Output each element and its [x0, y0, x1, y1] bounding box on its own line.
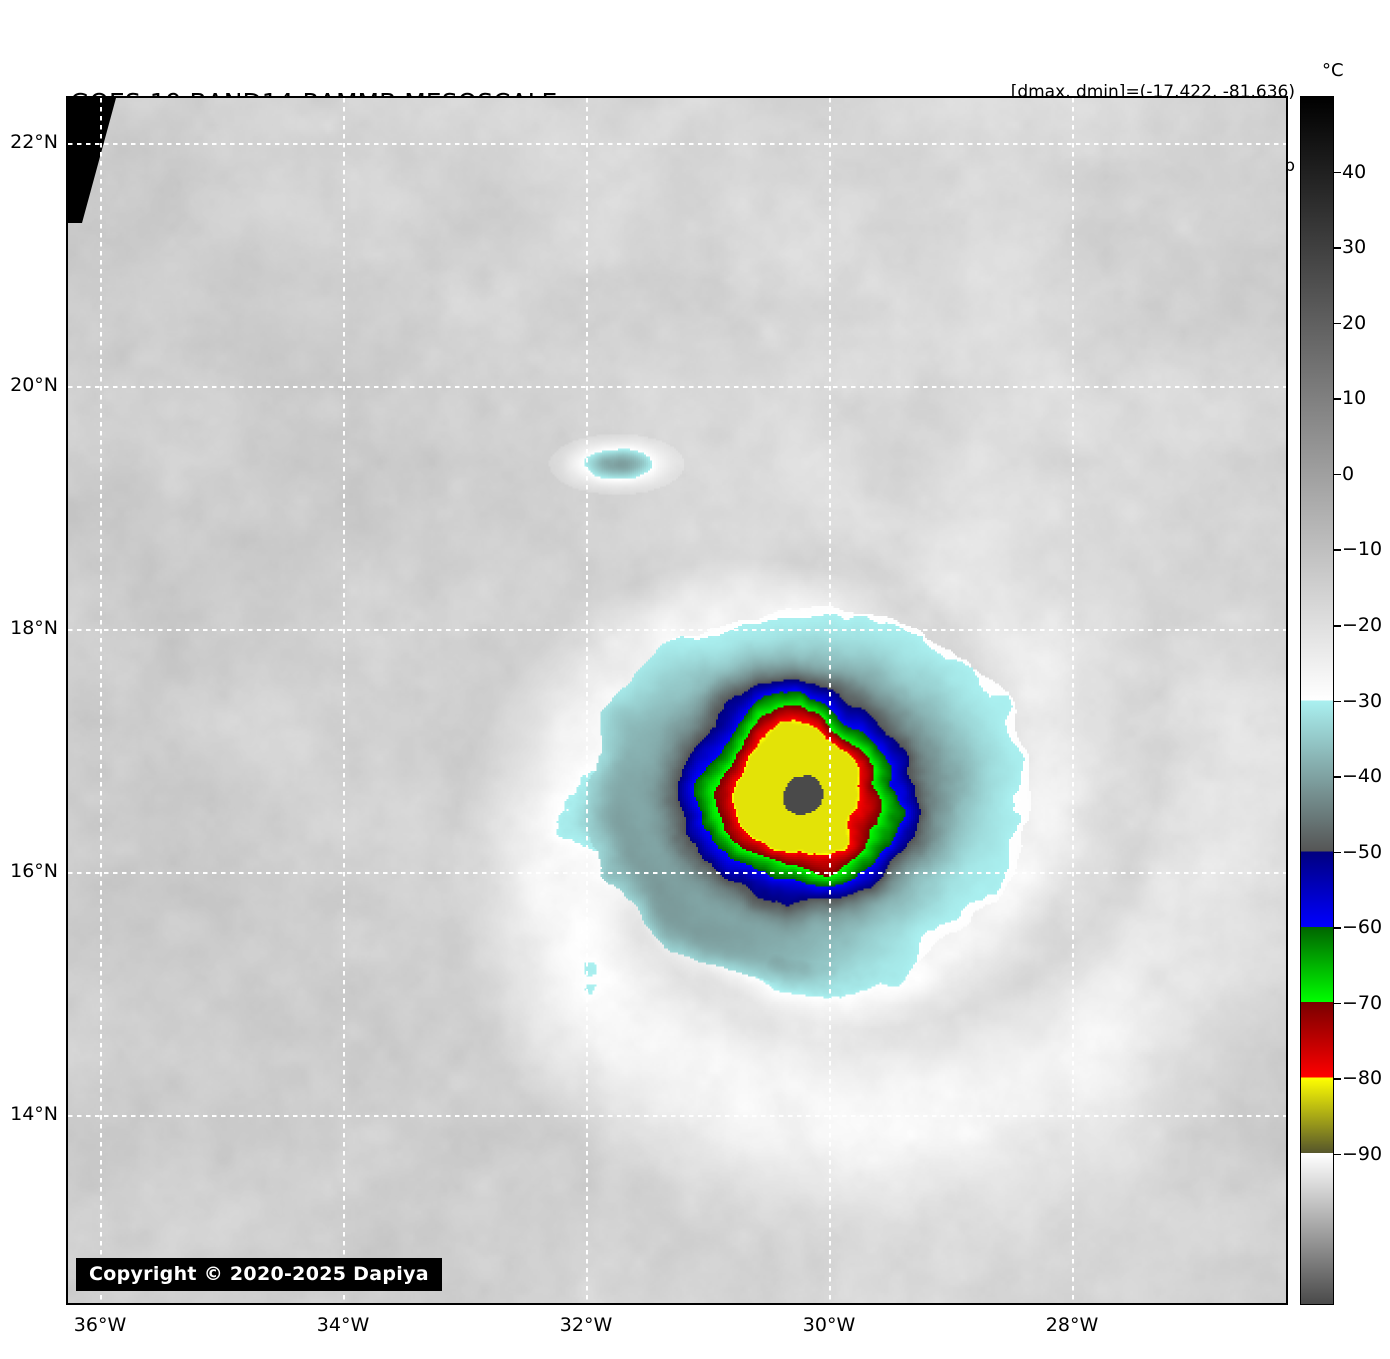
ytick-label-16n: 16°N: [10, 860, 58, 882]
ytick-label-18n: 18°N: [10, 617, 58, 639]
colorbar-tick-20: 20: [1342, 311, 1367, 334]
satellite-image-plot[interactable]: Copyright © 2020-2025 Dapiya: [66, 96, 1288, 1305]
colorbar-tick-minus40: −40: [1342, 765, 1383, 788]
colorbar-tick-minus10: −10: [1342, 538, 1383, 561]
xtick-label-30w: 30°W: [802, 1314, 856, 1336]
colorbar-tick-minus60: −60: [1342, 916, 1383, 939]
colorbar-tick-minus50: −50: [1342, 840, 1383, 863]
colorbar-tickmark-minus90: [1334, 1153, 1341, 1156]
colorbar-tickmark-minus10: [1334, 549, 1341, 551]
colorbar-tick-minus70: −70: [1342, 991, 1383, 1014]
colorbar-tick-minus20: −20: [1342, 613, 1383, 636]
colorbar-tick-30: 30: [1342, 236, 1367, 259]
temperature-colorbar[interactable]: [1300, 96, 1334, 1305]
colorbar-tickmark-minus50: [1334, 851, 1341, 854]
colorbar-tickmark-30: [1334, 247, 1341, 249]
xtick-label-28w: 28°W: [1045, 1314, 1099, 1336]
colorbar-tickmark-minus20: [1334, 624, 1341, 627]
colorbar-tick-minus90: −90: [1342, 1142, 1383, 1165]
colorbar-tickmark-minus40: [1334, 776, 1341, 778]
colorbar-unit-label: °C: [1322, 60, 1344, 81]
colorbar-tickmark-minus30: [1334, 700, 1341, 703]
ytick-label-14n: 14°N: [10, 1103, 58, 1125]
colorbar-tickmark-10: [1334, 398, 1341, 400]
colorbar-tick-40: 40: [1342, 160, 1367, 183]
colorbar-tickmark-minus60: [1334, 927, 1341, 929]
xtick-label-36w: 36°W: [73, 1314, 127, 1336]
colorbar-tickmark-0: [1334, 473, 1341, 476]
colorbar-tick-minus80: −80: [1342, 1067, 1383, 1090]
colorbar-tickmark-minus80: [1334, 1078, 1341, 1080]
xtick-label-32w: 32°W: [559, 1314, 613, 1336]
colorbar-tickmark-minus70: [1334, 1002, 1341, 1005]
colorbar-tickmark-40: [1334, 171, 1341, 174]
infrared-satellite-imagery: [68, 98, 1286, 1303]
ytick-label-22n: 22°N: [10, 131, 58, 153]
colorbar-gradient: [1300, 96, 1334, 1305]
colorbar-tick-10: 10: [1342, 387, 1367, 410]
xtick-label-34w: 34°W: [316, 1314, 370, 1336]
colorbar-tick-minus30: −30: [1342, 689, 1383, 712]
ytick-label-20n: 20°N: [10, 374, 58, 396]
colorbar-tick-0: 0: [1342, 462, 1355, 485]
copyright-watermark: Copyright © 2020-2025 Dapiya: [76, 1258, 442, 1291]
colorbar-tickmark-20: [1334, 322, 1341, 325]
